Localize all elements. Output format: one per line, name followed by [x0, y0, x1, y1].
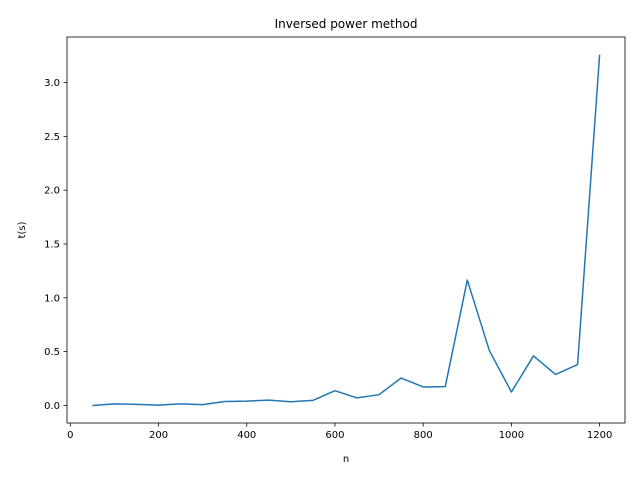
series-line-0 [92, 54, 601, 407]
y-tick-label: 1.0 [44, 293, 60, 304]
y-tick-label: 1.5 [44, 239, 60, 250]
y-tick-label: 0.5 [44, 347, 60, 358]
x-tick-label: 400 [237, 430, 256, 441]
axes-frame [66, 36, 626, 424]
x-axis-label: n [343, 454, 349, 465]
x-tick-label: 0 [67, 430, 73, 441]
y-tick-label: 0.0 [44, 401, 60, 412]
axis-ticks: 0 200 400 600 800 1000 1200 0.0 0.5 1.0 1.5 2.0 2.5 3… [44, 78, 612, 441]
chart-title: Inversed power method [275, 17, 418, 31]
x-tick-label: 800 [414, 430, 433, 441]
y-tick-label: 2.0 [44, 186, 60, 197]
y-tick-label: 2.5 [44, 132, 60, 143]
x-tick-label: 1200 [587, 430, 612, 441]
x-tick-label: 1000 [499, 430, 524, 441]
x-tick-label: 200 [149, 430, 168, 441]
y-axis-label: t(s) [17, 221, 28, 238]
plot-area [92, 54, 601, 407]
x-tick-label: 600 [325, 430, 344, 441]
y-tick-label: 3.0 [44, 78, 60, 89]
